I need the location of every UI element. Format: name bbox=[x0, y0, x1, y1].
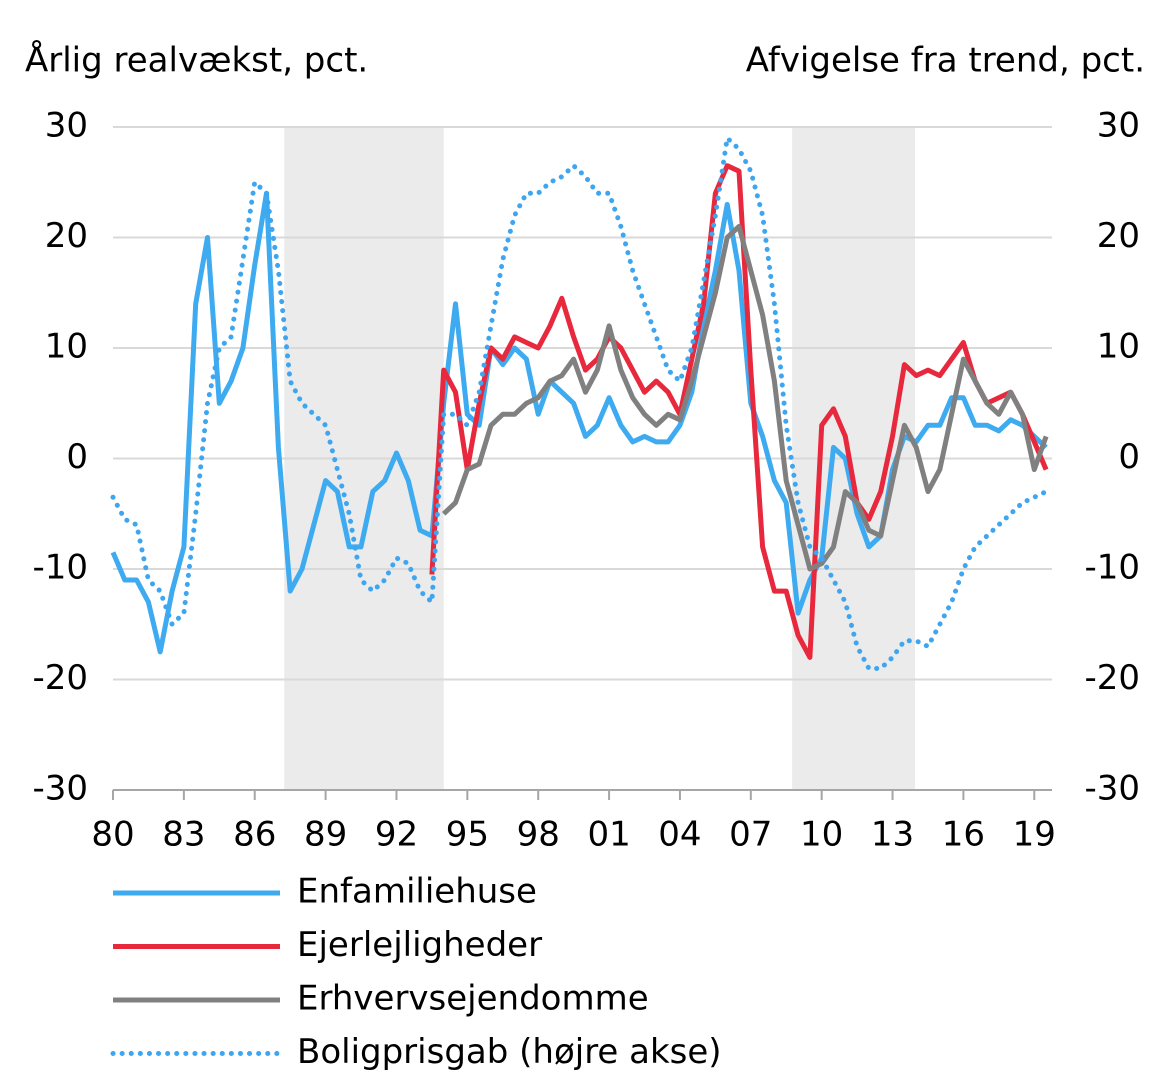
y2-tick-label: 10 bbox=[1097, 327, 1140, 367]
y2-tick-label: -30 bbox=[1084, 769, 1140, 809]
y-tick-label: -10 bbox=[32, 548, 88, 588]
y2-tick-label: 0 bbox=[1118, 437, 1140, 477]
x-tick-label: 16 bbox=[942, 815, 985, 855]
y2-tick-label: -10 bbox=[1084, 548, 1140, 588]
y2-tick-label: -20 bbox=[1084, 658, 1140, 698]
y-axis-label: Årlig realvækst, pct. bbox=[25, 40, 368, 81]
series-line bbox=[110, 135, 1049, 671]
y2-tick-label: 30 bbox=[1097, 106, 1140, 146]
series-line bbox=[441, 224, 1049, 572]
x-tick-label: 95 bbox=[446, 815, 489, 855]
y-tick-label: 10 bbox=[45, 327, 88, 367]
x-tick-label: 10 bbox=[800, 815, 843, 855]
y-tick-label: 20 bbox=[45, 216, 88, 256]
y-tick-label: -20 bbox=[32, 658, 88, 698]
y-tick-label: 0 bbox=[66, 437, 88, 477]
x-tick-label: 04 bbox=[658, 815, 701, 855]
x-tick-label: 80 bbox=[91, 815, 134, 855]
x-tick-label: 19 bbox=[1013, 815, 1056, 855]
x-tick-label: 83 bbox=[162, 815, 205, 855]
legend-label: Boligprisgab (højre akse) bbox=[297, 1032, 722, 1072]
series-line bbox=[429, 163, 1049, 660]
legend-label: Enfamiliehuse bbox=[297, 872, 537, 912]
legend-label: Ejerlejligheder bbox=[297, 925, 542, 965]
y-tick-label: 30 bbox=[45, 106, 88, 146]
x-tick-label: 01 bbox=[587, 815, 630, 855]
x-tick-label: 07 bbox=[729, 815, 772, 855]
x-tick-label: 92 bbox=[375, 815, 418, 855]
x-tick-label: 13 bbox=[871, 815, 914, 855]
legend-label: Erhvervsejendomme bbox=[297, 979, 649, 1019]
x-tick-label: 89 bbox=[304, 815, 347, 855]
x-tick-label: 86 bbox=[233, 815, 276, 855]
x-tick-label: 98 bbox=[517, 815, 560, 855]
y-tick-label: -30 bbox=[32, 769, 88, 809]
y2-axis-label: Afvigelse fra trend, pct. bbox=[746, 41, 1145, 81]
y2-tick-label: 20 bbox=[1097, 216, 1140, 256]
